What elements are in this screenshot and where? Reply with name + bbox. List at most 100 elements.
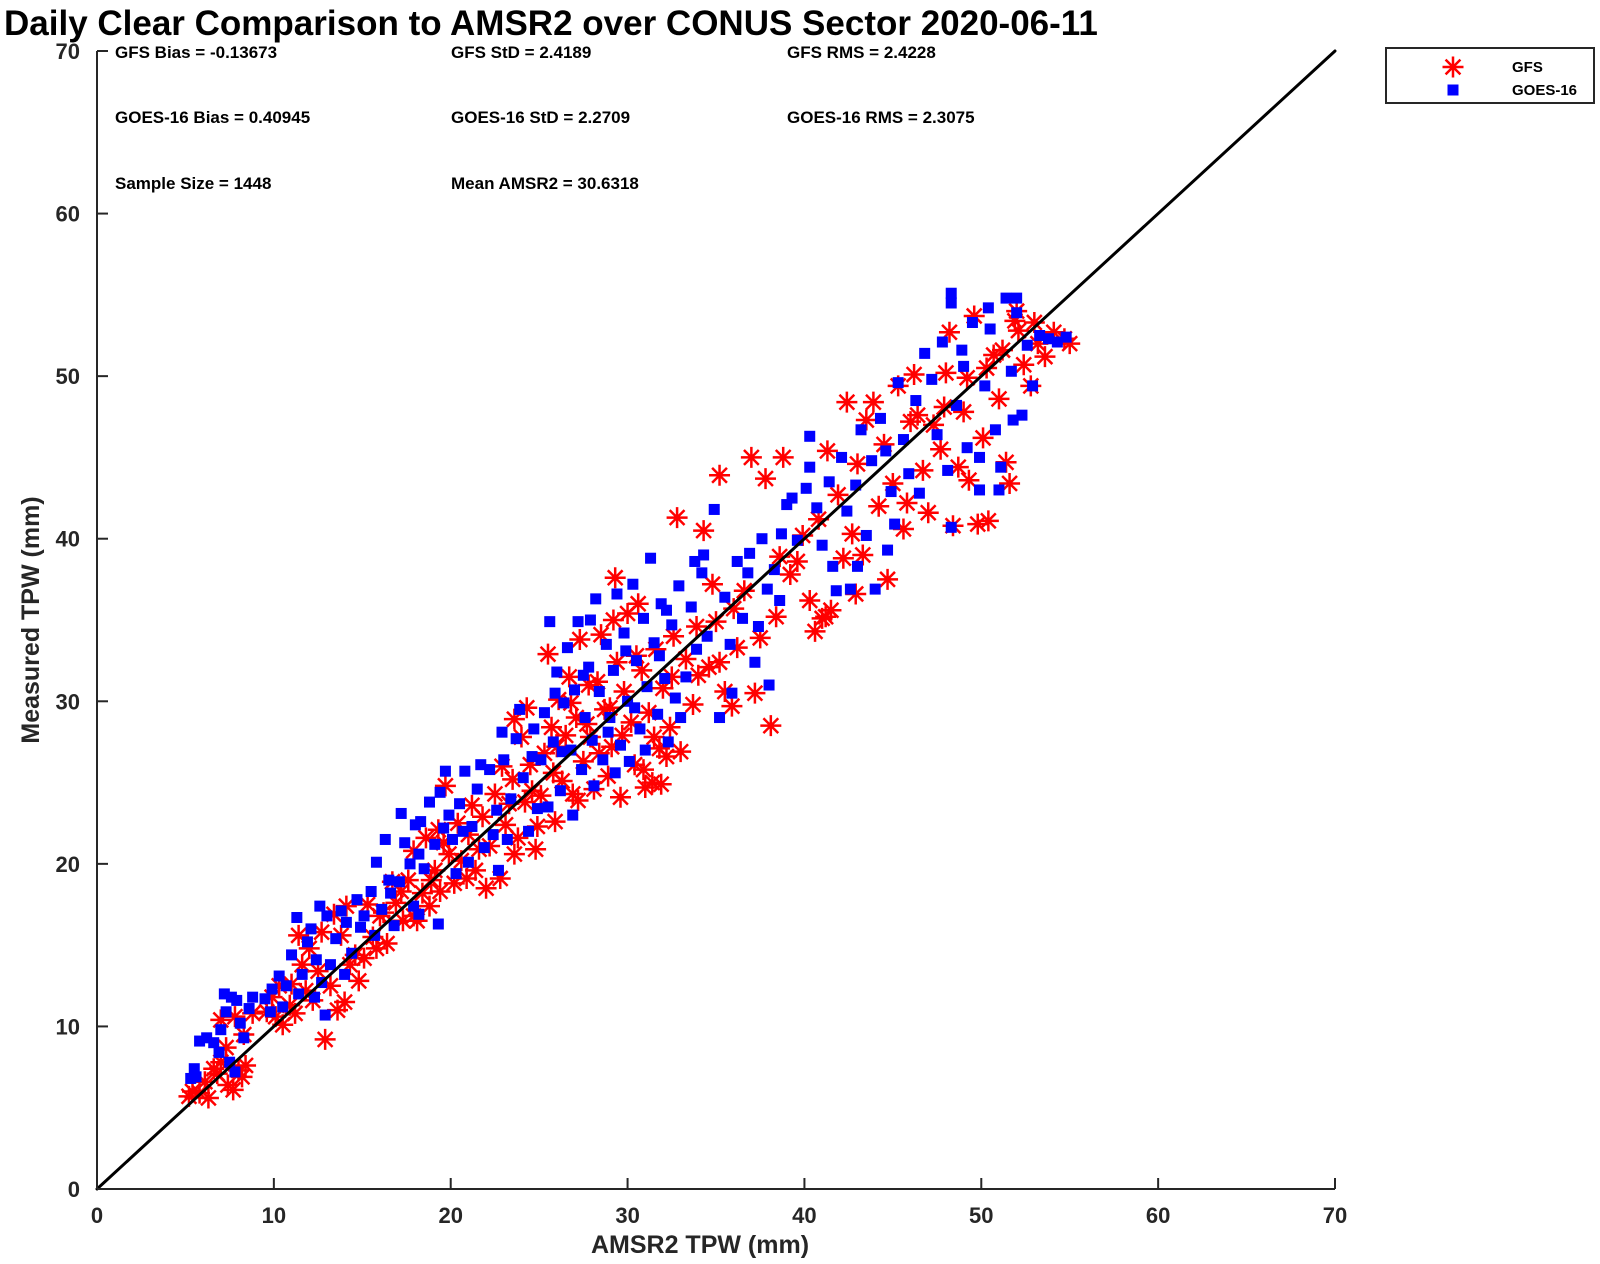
point-goes-16 <box>487 829 499 841</box>
point-goes-16 <box>786 492 798 504</box>
point-goes-16 <box>310 954 322 966</box>
point-goes-16 <box>685 601 697 613</box>
point-goes-16 <box>691 643 703 655</box>
point-gfs <box>424 859 446 881</box>
point-gfs <box>655 746 677 768</box>
y-axis-label: Measured TPW (mm) <box>17 496 45 743</box>
plot-points <box>178 287 1081 1109</box>
point-gfs <box>357 894 379 915</box>
point-goes-16 <box>1027 380 1039 392</box>
point-gfs <box>958 469 980 491</box>
y-tick-label: 20 <box>56 852 80 877</box>
point-gfs <box>670 741 692 763</box>
point-goes-16 <box>804 430 816 442</box>
point-goes-16 <box>602 726 614 738</box>
point-gfs <box>892 518 914 540</box>
stats-annotations: GFS Bias = -0.13673 GFS StD = 2.4189 GFS… <box>115 43 975 193</box>
point-gfs <box>235 1054 257 1076</box>
stat-goes16-std: GOES-16 StD = 2.2709 <box>451 108 630 127</box>
stat-sample-size: Sample Size = 1448 <box>115 174 271 193</box>
point-goes-16 <box>501 833 513 845</box>
point-gfs <box>1007 320 1029 342</box>
point-goes-16 <box>611 588 623 600</box>
point-goes-16 <box>379 833 391 845</box>
point-gfs <box>632 759 654 781</box>
point-gfs <box>714 681 736 703</box>
point-goes-16 <box>623 755 635 767</box>
stat-goes16-bias: GOES-16 Bias = 0.40945 <box>115 108 310 127</box>
point-gfs <box>495 814 517 836</box>
point-goes-16 <box>498 754 510 766</box>
point-gfs <box>272 1014 294 1036</box>
point-goes-16 <box>689 555 701 567</box>
point-goes-16 <box>892 377 904 389</box>
point-goes-16 <box>514 703 526 715</box>
point-goes-16 <box>432 918 444 930</box>
point-goes-16 <box>756 533 768 545</box>
point-goes-16 <box>836 451 848 463</box>
point-goes-16 <box>234 1017 246 1029</box>
point-goes-16 <box>475 759 487 771</box>
point-gfs <box>634 776 656 798</box>
point-gfs <box>197 1087 219 1109</box>
point-goes-16 <box>768 564 780 576</box>
point-goes-16 <box>238 1032 250 1044</box>
point-goes-16 <box>572 616 584 628</box>
point-goes-16 <box>266 983 278 995</box>
point-goes-16 <box>376 903 388 915</box>
point-gfs <box>447 812 469 834</box>
point-goes-16 <box>641 681 653 693</box>
point-gfs <box>429 880 451 902</box>
point-gfs <box>930 438 952 460</box>
axis-tick-labels: 0 10 20 30 40 50 60 70 0 10 20 30 40 50 60 70 <box>56 39 1348 1228</box>
point-gfs <box>721 695 743 717</box>
point-gfs <box>701 573 723 595</box>
point-gfs <box>594 698 616 720</box>
point-gfs <box>675 648 697 670</box>
point-gfs <box>650 773 672 795</box>
point-gfs <box>723 598 745 620</box>
point-gfs <box>643 726 665 748</box>
point-goes-16 <box>666 619 678 631</box>
point-gfs <box>288 924 310 946</box>
point-gfs <box>319 975 341 997</box>
point-gfs <box>947 456 969 478</box>
point-gfs <box>578 674 600 696</box>
point-goes-16 <box>609 767 621 779</box>
point-gfs <box>434 775 456 797</box>
point-gfs <box>339 954 361 976</box>
point-goes-16 <box>639 744 651 756</box>
point-gfs <box>587 671 609 693</box>
point-goes-16 <box>551 666 563 678</box>
point-gfs <box>827 484 849 506</box>
point-goes-16 <box>273 970 285 982</box>
point-goes-16 <box>393 876 405 888</box>
point-goes-16 <box>850 479 862 491</box>
point-goes-16 <box>330 933 342 945</box>
point-goes-16 <box>528 723 540 735</box>
point-gfs <box>530 785 552 807</box>
point-gfs <box>693 520 715 542</box>
point-goes-16 <box>247 991 259 1003</box>
point-gfs <box>659 716 681 738</box>
point-gfs <box>601 736 623 758</box>
point-goes-16 <box>220 1006 232 1018</box>
y-tick-label: 60 <box>56 202 80 227</box>
x-tick-label: 70 <box>1323 1203 1347 1228</box>
point-gfs <box>682 694 704 716</box>
point-goes-16 <box>454 798 466 810</box>
point-gfs <box>597 765 619 787</box>
point-goes-16 <box>680 671 692 683</box>
point-goes-16 <box>358 910 370 922</box>
point-goes-16 <box>662 736 674 748</box>
point-gfs <box>907 404 929 426</box>
point-gfs <box>816 440 838 462</box>
point-gfs <box>999 472 1021 494</box>
point-goes-16 <box>408 900 420 912</box>
point-goes-16 <box>526 751 538 763</box>
point-gfs <box>698 656 720 678</box>
legend-label-goes-16: GOES-16 <box>1512 82 1577 99</box>
point-gfs <box>933 396 955 418</box>
point-gfs <box>210 1051 232 1073</box>
one-to-one-line <box>95 49 1337 1191</box>
